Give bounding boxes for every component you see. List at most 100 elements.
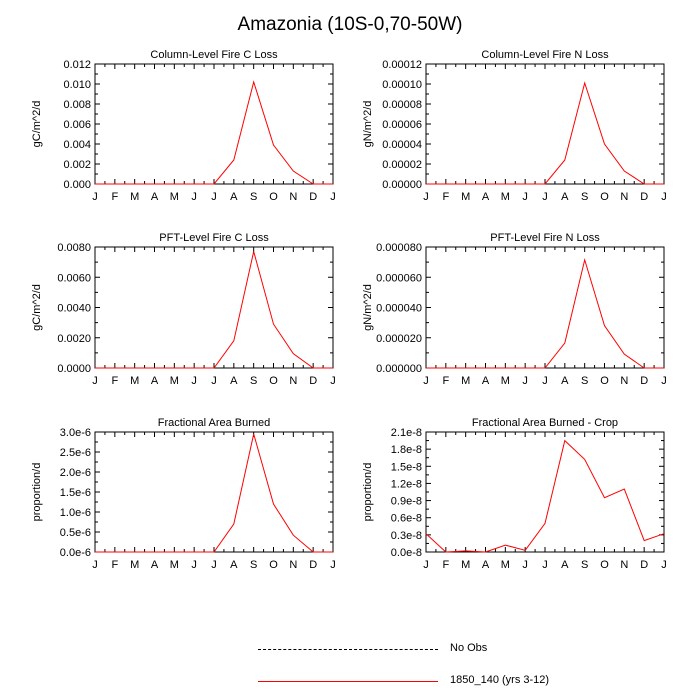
panel-5-xtick-label: A bbox=[151, 559, 159, 571]
panel-6-xtick-label: M bbox=[501, 559, 510, 571]
panel-3-xtick-label: S bbox=[250, 375, 257, 387]
panel-2-xtick-label: N bbox=[620, 191, 628, 203]
panel-5-ytick-label: 2.5e-6 bbox=[60, 447, 91, 459]
panel-5-xtick-label: J bbox=[191, 559, 197, 571]
panel-2-xtick-label: J bbox=[661, 191, 667, 203]
panel-2-xtick-label: A bbox=[561, 191, 569, 203]
panel-6-xtick-label: S bbox=[581, 559, 588, 571]
panel-3-xtick-label: J bbox=[330, 375, 336, 387]
panel-4-xtick-label: M bbox=[501, 375, 510, 387]
panel-5-xtick-label: D bbox=[309, 559, 317, 571]
panel-3-xtick-label: O bbox=[269, 375, 278, 387]
panel-5-xtick-label: F bbox=[111, 559, 118, 571]
panel-6-ylabel: proportion/d bbox=[362, 463, 374, 522]
legend-item-obs: No Obs bbox=[258, 642, 558, 656]
panel-3-xtick-label: N bbox=[289, 375, 297, 387]
panel-1-ytick-label: 0.000 bbox=[63, 179, 91, 191]
panel-5-ytick-label: 1.5e-6 bbox=[60, 487, 91, 499]
panel-2-xtick-label: F bbox=[442, 191, 449, 203]
panel-1-series-line bbox=[95, 80, 333, 185]
panel-6-ytick-label: 1.2e-8 bbox=[391, 478, 422, 490]
panel-5-ytick-label: 2.0e-6 bbox=[60, 467, 91, 479]
panel-5-xtick-label: S bbox=[250, 559, 257, 571]
panel-1-xtick-label: D bbox=[309, 191, 317, 203]
panel-3-ytick-label: 0.0020 bbox=[57, 333, 91, 345]
panel-3-xtick-label: F bbox=[111, 375, 118, 387]
panel-5-frame bbox=[94, 431, 334, 553]
panel-1-xtick-label: S bbox=[250, 191, 257, 203]
panel-2-title: Column-Level Fire N Loss bbox=[481, 49, 609, 61]
panel-3-xtick-label: J bbox=[191, 375, 197, 387]
panel-5-xtick-label: J bbox=[92, 559, 98, 571]
panel-5-ylabel: proportion/d bbox=[31, 463, 43, 522]
panel-3-ytick-label: 0.0060 bbox=[57, 272, 91, 284]
panel-5-xtick-label: J bbox=[211, 559, 217, 571]
panel-1-ytick-label: 0.006 bbox=[63, 119, 91, 131]
panel-3-series-line bbox=[95, 251, 333, 369]
panel-2-xtick-label: M bbox=[461, 191, 470, 203]
legend-line-obs bbox=[258, 649, 438, 650]
panel-6-xtick-label: M bbox=[461, 559, 470, 571]
panel-1-title: Column-Level Fire C Loss bbox=[150, 49, 278, 61]
panel-4-xtick-label: N bbox=[620, 375, 628, 387]
panel-4-ytick-label: 0.000040 bbox=[376, 303, 422, 315]
panel-6-ytick-label: 0.6e-8 bbox=[391, 513, 422, 525]
panel-1-ylabel: gC/m^2/d bbox=[31, 101, 43, 148]
panel-4-ylabel: gN/m^2/d bbox=[362, 284, 374, 331]
panel-2-ytick-label: 0.00002 bbox=[382, 159, 422, 171]
panel-2-series-line bbox=[426, 81, 664, 185]
panel-5-xtick-label: M bbox=[130, 559, 139, 571]
panel-1-ytick-label: 0.002 bbox=[63, 159, 91, 171]
panel-4-xtick-label: J bbox=[423, 375, 429, 387]
panel-4-ytick-label: 0.000080 bbox=[376, 242, 422, 254]
panel-4-xtick-label: O bbox=[600, 375, 609, 387]
panel-4-xtick-label: J bbox=[661, 375, 667, 387]
panel-5-xtick-label: M bbox=[170, 559, 179, 571]
panel-6-xtick-label: J bbox=[542, 559, 548, 571]
panel-4-series-line bbox=[426, 257, 664, 369]
panel-3-xtick-label: J bbox=[211, 375, 217, 387]
panel-6-xtick-label: D bbox=[640, 559, 648, 571]
panel-5-series-line bbox=[95, 433, 333, 553]
panel-1-xtick-label: J bbox=[92, 191, 98, 203]
panel-6-ytick-label: 0.9e-8 bbox=[391, 496, 422, 508]
panel-2-ytick-label: 0.00010 bbox=[382, 79, 422, 91]
panel-4-xtick-label: M bbox=[461, 375, 470, 387]
panel-6-ytick-label: 2.1e-8 bbox=[391, 427, 422, 439]
panel-6-xtick-label: J bbox=[522, 559, 528, 571]
panel-3-xtick-label: A bbox=[151, 375, 159, 387]
panel-1-xtick-label: A bbox=[151, 191, 159, 203]
panel-5-ytick-label: 1.0e-6 bbox=[60, 507, 91, 519]
panel-4-ytick-label: 0.000020 bbox=[376, 333, 422, 345]
panel-5-xtick-label: A bbox=[230, 559, 238, 571]
legend-label-obs: No Obs bbox=[450, 642, 488, 654]
panel-2-ytick-label: 0.00004 bbox=[382, 139, 422, 151]
panel-4-ytick-label: 0.000000 bbox=[376, 363, 422, 375]
panel-1-frame bbox=[94, 63, 334, 185]
panel-2-xtick-label: J bbox=[542, 191, 548, 203]
panel-3-frame bbox=[94, 246, 334, 369]
figure-title: Amazonia (10S-0,70-50W) bbox=[237, 14, 463, 35]
panel-3-ytick-label: 0.0000 bbox=[57, 363, 91, 375]
panel-6-ytick-label: 1.8e-8 bbox=[391, 444, 422, 456]
panel-6-series-line bbox=[425, 439, 665, 553]
panel-1-xtick-label: J bbox=[191, 191, 197, 203]
panel-2-ytick-label: 0.00012 bbox=[382, 59, 422, 71]
legend-item-model: 1850_140 (yrs 3-12) bbox=[258, 674, 558, 688]
panel-4-xtick-label: A bbox=[482, 375, 490, 387]
panel-1-xtick-label: F bbox=[111, 191, 118, 203]
panel-6-xtick-label: O bbox=[600, 559, 609, 571]
panel-3-xtick-label: D bbox=[309, 375, 317, 387]
panel-3-xtick-label: J bbox=[92, 375, 98, 387]
panel-5-xtick-label: O bbox=[269, 559, 278, 571]
panel-2-xtick-label: S bbox=[581, 191, 588, 203]
panel-2-ytick-label: 0.00000 bbox=[382, 179, 422, 191]
panel-6-xtick-label: A bbox=[561, 559, 569, 571]
panel-2-xtick-label: J bbox=[522, 191, 528, 203]
panel-6-ytick-label: 0.3e-8 bbox=[391, 530, 422, 542]
panel-2-xtick-label: J bbox=[423, 191, 429, 203]
panel-3-ytick-label: 0.0080 bbox=[57, 242, 91, 254]
panel-2-xtick-label: M bbox=[501, 191, 510, 203]
panel-3-title: PFT-Level Fire C Loss bbox=[159, 232, 269, 244]
